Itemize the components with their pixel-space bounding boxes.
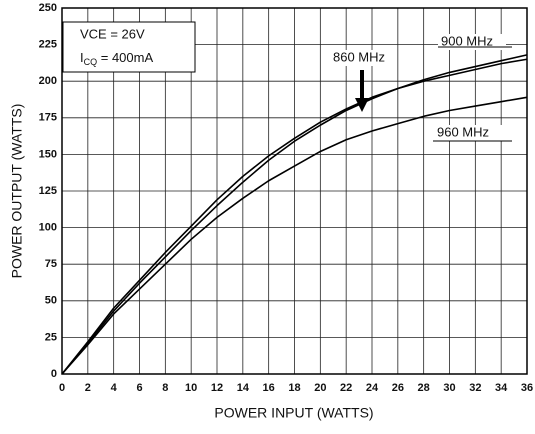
x-tick-label: 16 [263,382,275,394]
y-tick-label: 0 [51,368,57,380]
y-tick-label: 175 [39,112,57,124]
x-tick-label: 14 [237,382,250,394]
y-tick-label: 200 [39,75,57,87]
x-tick-label: 22 [340,382,352,394]
annotation: VCE = 26V [80,26,145,41]
y-tick-label: 25 [45,331,57,343]
x-tick-label: 28 [418,382,430,394]
series-label: 860 MHz [333,49,385,64]
annotation-sub: CQ [84,57,98,67]
x-tick-label: 10 [185,382,197,394]
x-tick-label: 6 [136,382,142,394]
series-line [61,54,528,375]
x-tick-label: 32 [469,382,481,394]
annotation: ICQ = 400mA [80,50,153,67]
plot-frame [61,7,528,375]
label-bg [434,125,502,141]
series-label: 960 MHz [437,124,489,139]
annotation-part: = 400mA [97,50,153,65]
x-tick-label: 8 [162,382,168,394]
y-tick-label: 100 [39,222,57,234]
x-tick-label: 36 [521,382,533,394]
label-bg [438,34,506,50]
series-line [61,58,528,375]
y-tick-label: 75 [45,258,57,270]
series-label: 900 MHz [441,33,493,48]
y-tick-label: 250 [39,2,57,14]
x-tick-label: 12 [211,382,223,394]
x-tick-label: 4 [111,382,118,394]
x-tick-label: 2 [85,382,91,394]
label-bg [330,50,396,66]
y-tick-label: 50 [45,295,57,307]
x-tick-label: 30 [443,382,455,394]
x-tick-label: 26 [392,382,404,394]
x-tick-label: 24 [366,382,379,394]
y-tick-label: 225 [39,39,57,51]
x-tick-label: 0 [59,382,65,394]
annotation-part: I [80,50,84,65]
label-arrowhead [355,98,369,112]
y-axis-label: POWER OUTPUT (WATTS) [9,104,25,279]
x-axis-label: POWER INPUT (WATTS) [214,405,373,421]
y-tick-label: 150 [39,148,57,160]
y-tick-label: 125 [39,185,57,197]
x-tick-label: 18 [288,382,300,394]
x-tick-label: 20 [314,382,326,394]
annotation-box [62,21,196,73]
series-line [61,96,528,375]
x-tick-label: 34 [495,382,508,394]
